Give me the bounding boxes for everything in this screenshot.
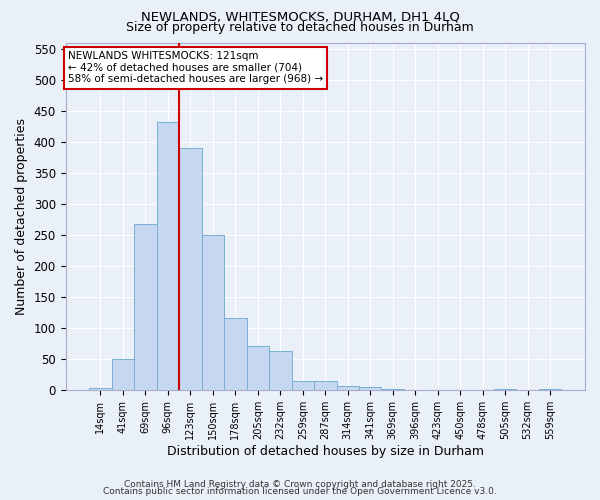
Bar xyxy=(134,224,157,390)
Bar xyxy=(382,389,404,390)
Text: NEWLANDS, WHITESMOCKS, DURHAM, DH1 4LQ: NEWLANDS, WHITESMOCKS, DURHAM, DH1 4LQ xyxy=(140,11,460,24)
Bar xyxy=(292,381,314,390)
Y-axis label: Number of detached properties: Number of detached properties xyxy=(15,118,28,314)
Bar xyxy=(112,359,134,390)
Bar xyxy=(269,352,292,390)
Text: Size of property relative to detached houses in Durham: Size of property relative to detached ho… xyxy=(126,22,474,35)
Bar xyxy=(179,148,202,390)
Text: Contains public sector information licensed under the Open Government Licence v3: Contains public sector information licen… xyxy=(103,487,497,496)
Bar xyxy=(89,388,112,390)
Bar xyxy=(157,122,179,390)
Bar xyxy=(539,388,562,390)
Text: NEWLANDS WHITESMOCKS: 121sqm
← 42% of detached houses are smaller (704)
58% of s: NEWLANDS WHITESMOCKS: 121sqm ← 42% of de… xyxy=(68,51,323,84)
Bar xyxy=(359,386,382,390)
Bar xyxy=(247,346,269,390)
Bar xyxy=(314,381,337,390)
X-axis label: Distribution of detached houses by size in Durham: Distribution of detached houses by size … xyxy=(167,444,484,458)
Bar xyxy=(337,386,359,390)
Bar xyxy=(494,389,517,390)
Text: Contains HM Land Registry data © Crown copyright and database right 2025.: Contains HM Land Registry data © Crown c… xyxy=(124,480,476,489)
Bar xyxy=(224,318,247,390)
Bar xyxy=(202,235,224,390)
